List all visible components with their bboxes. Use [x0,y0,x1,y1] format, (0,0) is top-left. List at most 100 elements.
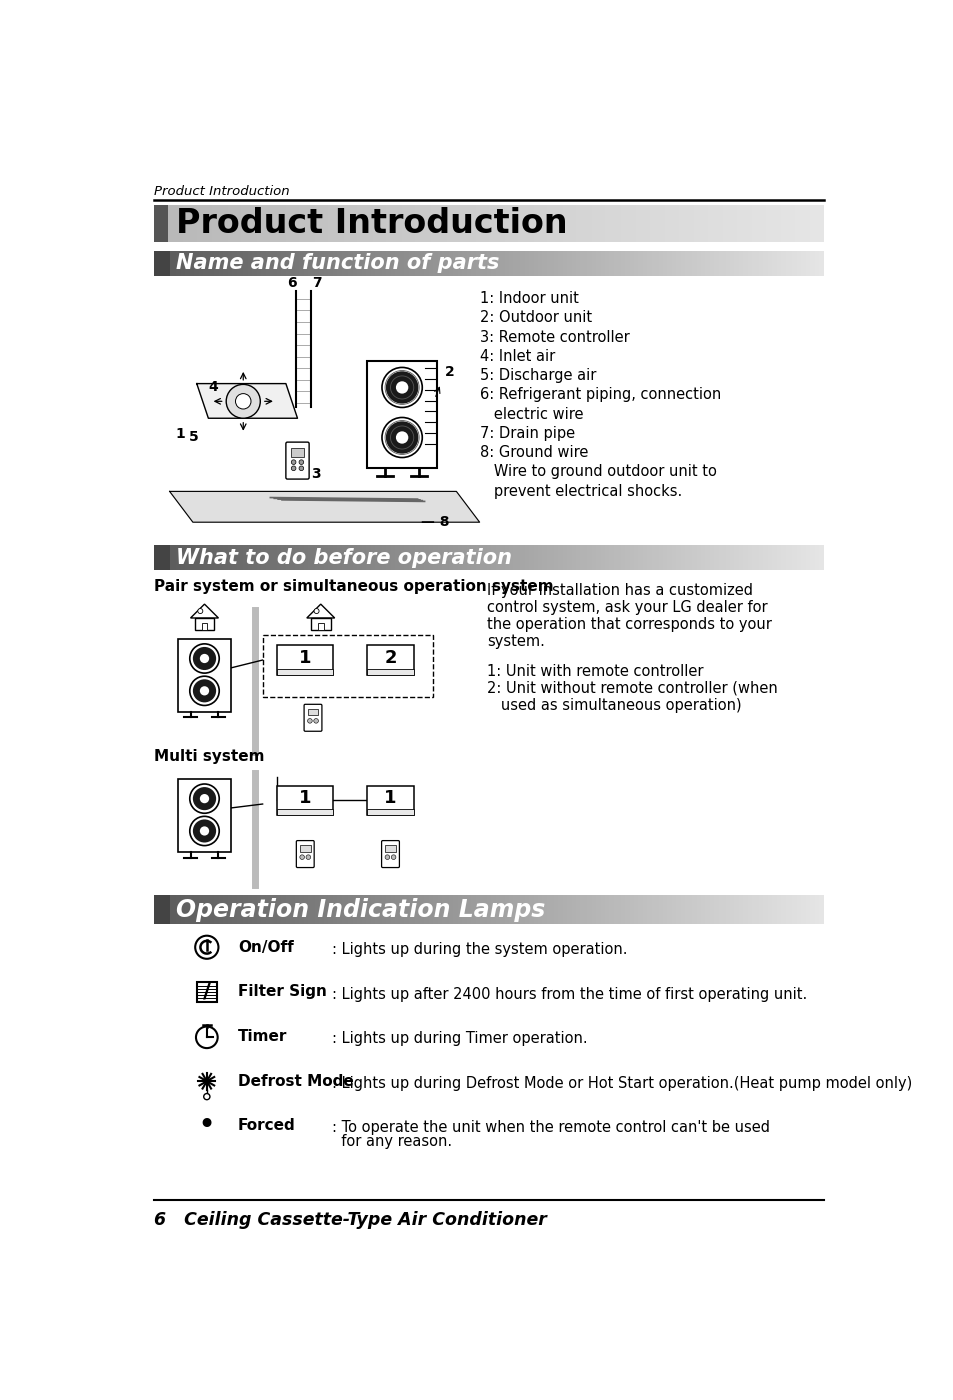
Bar [154,895,157,924]
Bar [629,204,632,242]
Bar [176,251,179,276]
Circle shape [306,855,311,860]
Bar [156,251,159,276]
Bar [210,545,213,570]
Bar [221,251,224,276]
Bar [335,545,337,570]
Ellipse shape [385,371,418,403]
Bar [609,545,612,570]
Bar [718,251,721,276]
Bar [316,204,320,242]
Bar [268,545,271,570]
Bar [654,895,657,924]
Bar [776,204,779,242]
Bar [722,204,725,242]
Bar [513,895,516,924]
Bar [664,545,667,570]
Bar [807,204,810,242]
Bar [170,895,172,924]
Bar [391,204,394,242]
Bar [787,895,790,924]
Bar [579,895,583,924]
Bar [238,204,242,242]
Bar [386,251,389,276]
Bar [205,251,209,276]
Bar [471,204,474,242]
Bar [729,895,732,924]
Bar [598,204,600,242]
Bar [453,251,456,276]
Circle shape [314,718,318,724]
Bar [562,251,565,276]
Bar [807,545,810,570]
Bar [323,895,327,924]
Text: 7: 7 [312,276,321,290]
Circle shape [190,784,219,813]
Bar [802,204,806,242]
Bar [694,545,697,570]
Bar [522,251,525,276]
Bar [241,204,244,242]
Bar [313,251,315,276]
Bar [314,204,317,242]
Bar [455,204,458,242]
Bar [562,545,565,570]
Bar [319,251,322,276]
Bar [586,204,590,242]
Bar [662,895,665,924]
Bar [256,251,259,276]
Bar [640,251,643,276]
Bar [350,545,354,570]
Bar [799,251,801,276]
Bar [477,251,480,276]
Text: 2: 2 [384,648,396,666]
Bar [669,251,672,276]
Bar [475,545,478,570]
Ellipse shape [193,787,216,811]
Bar [283,895,286,924]
Bar [252,251,255,276]
Bar [437,251,440,276]
Bar [471,545,474,570]
Polygon shape [170,491,479,522]
Bar [614,204,617,242]
Bar [330,895,334,924]
Bar [234,545,237,570]
Bar [816,545,820,570]
Bar [339,204,342,242]
Bar [230,895,233,924]
Bar [444,545,447,570]
Bar [446,895,449,924]
Bar [313,895,315,924]
Text: 2: Unit without remote controller (when: 2: Unit without remote controller (when [487,680,778,696]
Circle shape [291,466,295,470]
Bar [241,251,244,276]
Bar [564,545,567,570]
Bar [336,204,340,242]
Bar [368,251,371,276]
Bar [517,545,520,570]
Bar [172,545,174,570]
Bar [174,204,177,242]
Bar [647,895,650,924]
Bar [301,251,304,276]
Bar [704,204,708,242]
Bar [684,204,688,242]
Bar [789,204,793,242]
Bar [370,251,374,276]
Bar [586,545,590,570]
Bar [404,545,407,570]
Bar [274,251,277,276]
Bar [223,251,226,276]
Bar [682,545,685,570]
Bar [533,545,536,570]
Text: If your installation has a customized: If your installation has a customized [487,582,753,598]
Bar [299,895,302,924]
Bar [339,251,342,276]
Bar [484,545,487,570]
Bar [542,895,545,924]
Bar [413,204,416,242]
Bar [466,895,469,924]
Circle shape [199,826,209,836]
Circle shape [235,393,251,409]
